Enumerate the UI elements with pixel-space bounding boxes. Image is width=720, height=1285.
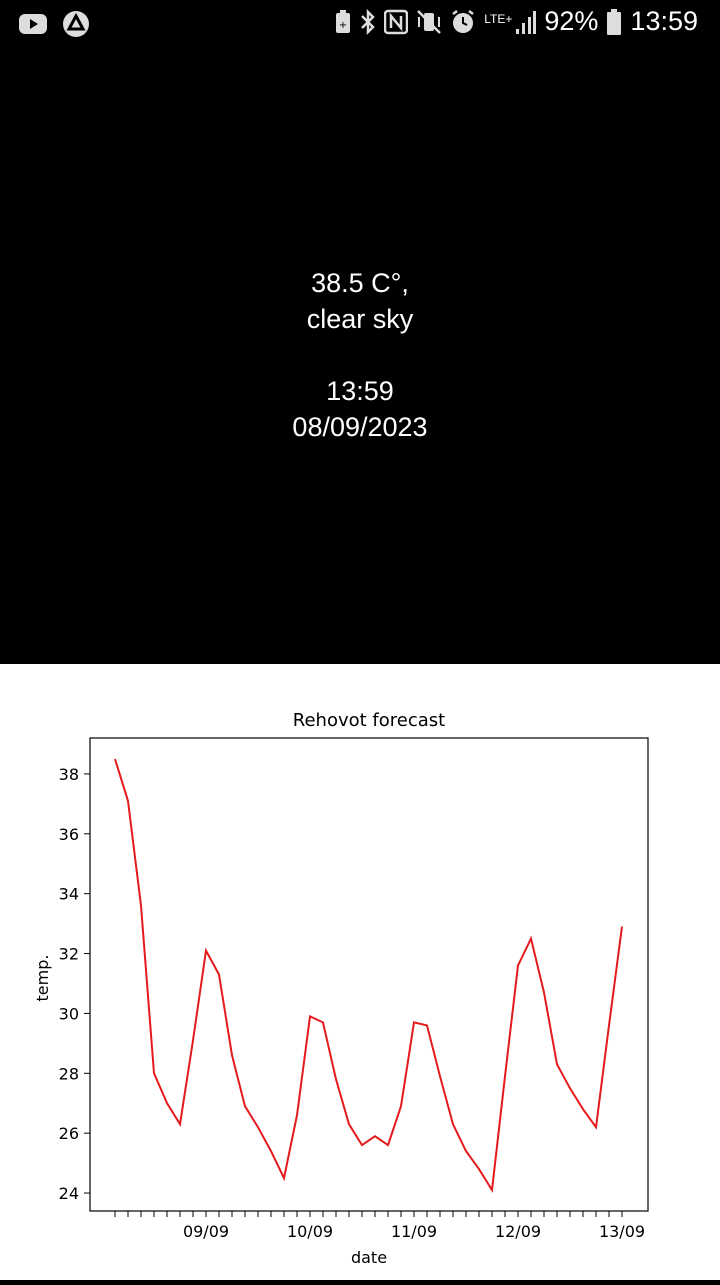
x-tick-label: 10/09 bbox=[287, 1222, 333, 1241]
x-tick-label: 09/09 bbox=[183, 1222, 229, 1241]
lte-signal-icon: LTE+ bbox=[484, 9, 537, 35]
forecast-chart: Rehovot forecast date temp. 24 26 28 30 32 34… bbox=[33, 710, 649, 1267]
y-tick-label: 26 bbox=[59, 1124, 79, 1143]
x-tick-label: 13/09 bbox=[599, 1222, 645, 1241]
x-tick-label: 11/09 bbox=[391, 1222, 437, 1241]
y-tick-label: 30 bbox=[59, 1004, 79, 1023]
bluetooth-icon bbox=[361, 8, 376, 35]
status-left-icons bbox=[18, 10, 90, 38]
weather-condition: clear sky bbox=[306, 304, 414, 334]
vibrate-mute-icon bbox=[417, 9, 442, 34]
y-tick-label: 36 bbox=[59, 825, 79, 844]
chart-title: Rehovot forecast bbox=[293, 710, 445, 731]
nfc-icon bbox=[384, 9, 409, 34]
battery-icon bbox=[607, 8, 622, 35]
temperature-text: 38.5 C°, bbox=[311, 268, 409, 298]
x-ticks: 09/09 10/09 11/09 12/09 13/09 bbox=[114, 1211, 645, 1241]
y-tick-label: 32 bbox=[59, 945, 79, 964]
plot-frame bbox=[89, 737, 649, 1212]
y-tick-label: 34 bbox=[59, 885, 79, 904]
network-label: LTE+ bbox=[484, 11, 513, 26]
weather-summary: 38.5 C°, clear sky 13:59 08/09/2023 bbox=[0, 265, 720, 445]
x-axis-label: date bbox=[351, 1248, 387, 1267]
svg-text:+: + bbox=[339, 20, 347, 31]
y-tick-label: 38 bbox=[59, 765, 79, 784]
y-tick-label: 28 bbox=[59, 1064, 79, 1083]
status-bar: + LTE+ 9 bbox=[0, 0, 720, 48]
status-right-area: + LTE+ 9 bbox=[334, 6, 698, 37]
temperature-series-line bbox=[114, 758, 623, 1193]
y-tick-label: 24 bbox=[59, 1184, 79, 1203]
app-triangle-icon bbox=[63, 11, 89, 37]
current-date: 08/09/2023 bbox=[292, 412, 428, 442]
current-time: 13:59 bbox=[326, 376, 394, 406]
y-axis-label: temp. bbox=[33, 955, 52, 1002]
forecast-chart-panel: Rehovot forecast date temp. 24 26 28 30 32 34… bbox=[0, 664, 720, 1280]
battery-saver-icon: + bbox=[336, 9, 351, 33]
status-time: 13:59 bbox=[630, 6, 698, 36]
youtube-icon bbox=[19, 14, 47, 34]
alarm-icon bbox=[452, 9, 474, 33]
x-tick-label: 12/09 bbox=[495, 1222, 541, 1241]
battery-percent: 92% bbox=[544, 6, 599, 36]
y-ticks: 24 26 28 30 32 34 36 38 bbox=[59, 765, 90, 1203]
